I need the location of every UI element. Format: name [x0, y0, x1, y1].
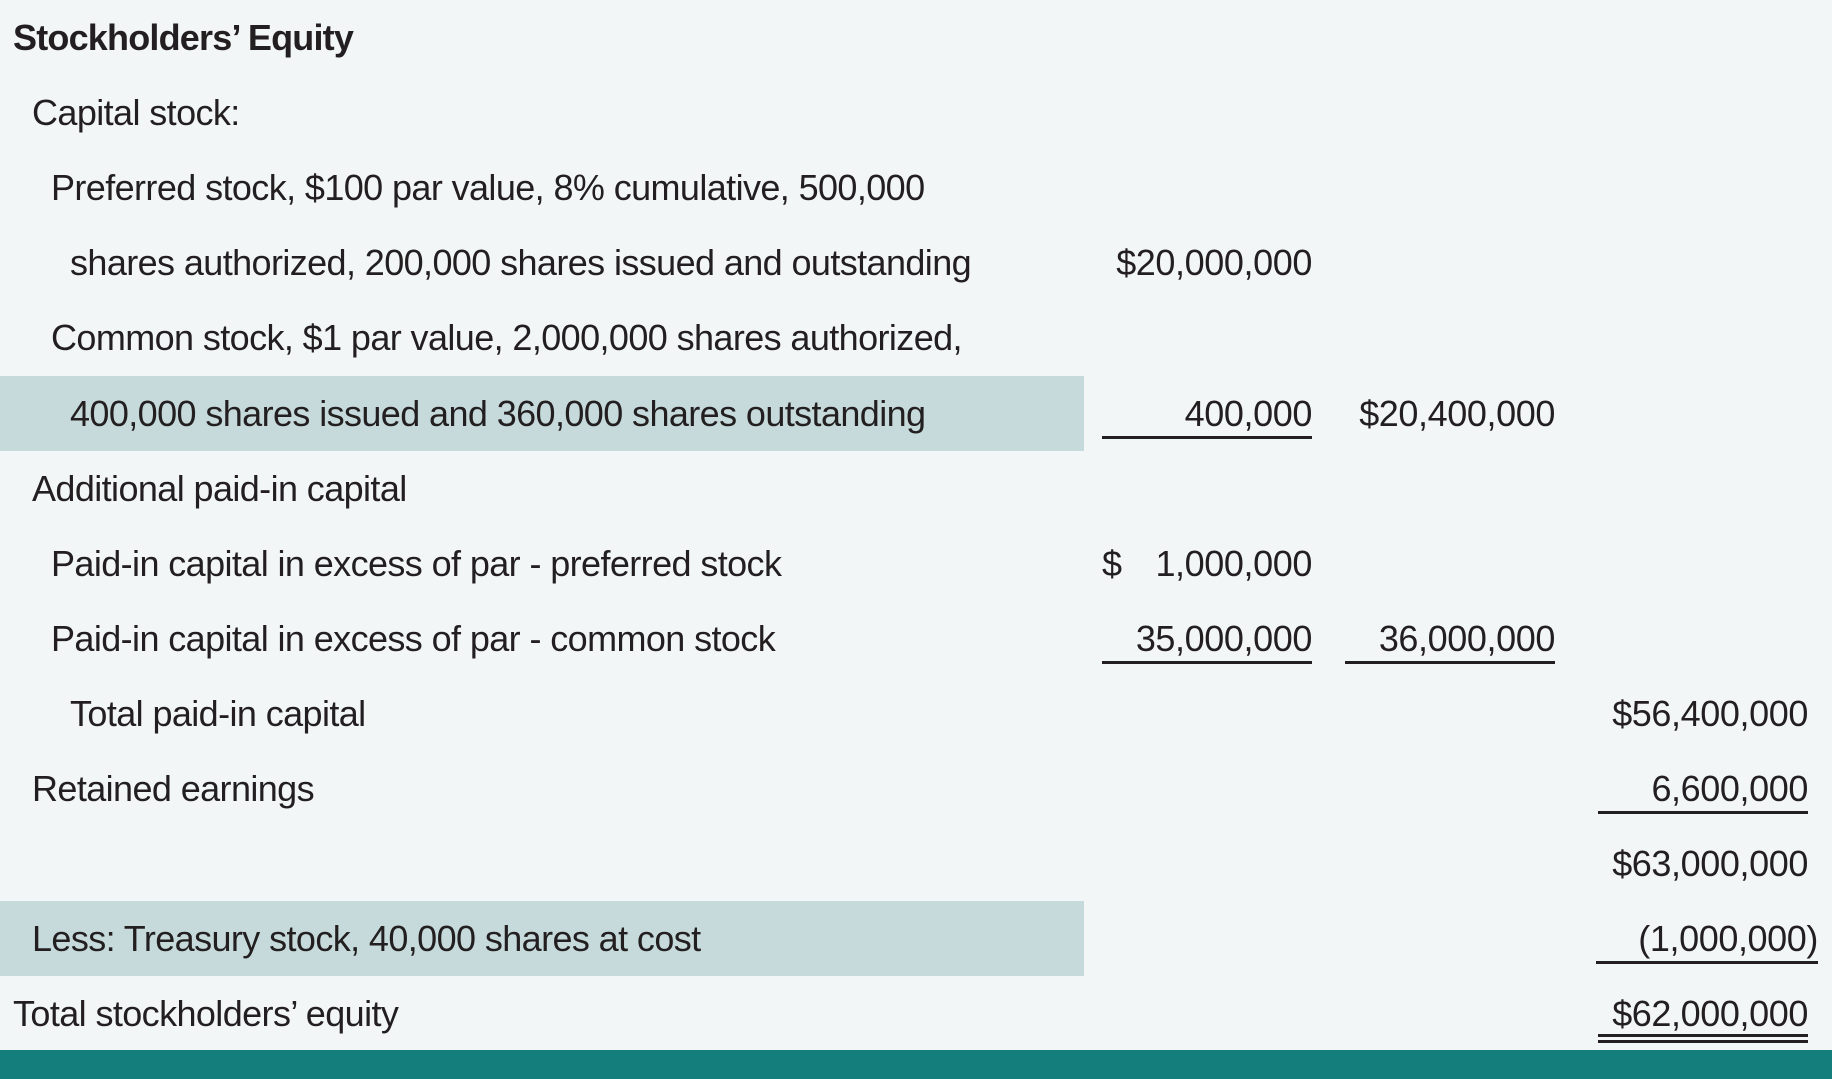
pic-common-amount: 35,000,000 — [1135, 618, 1313, 659]
total-stockholders-equity-amount: $62,000,000 — [1612, 993, 1808, 1034]
single-underline — [1102, 436, 1312, 439]
row-label: Additional paid-in capital — [32, 468, 407, 509]
capital-stock-total: $20,400,000 — [1359, 393, 1555, 434]
single-underline — [1345, 661, 1555, 664]
total-paid-in-capital-amount: $56,400,000 — [1612, 693, 1808, 734]
table-row-treasury-stock: Less: Treasury stock, 40,000 shares at c… — [0, 901, 1832, 976]
single-underline — [1596, 961, 1818, 964]
statement-title: Stockholders’ Equity — [13, 17, 354, 58]
row-label: Less: Treasury stock, 40,000 shares at c… — [32, 918, 701, 959]
row-label: shares authorized, 200,000 shares issued… — [70, 242, 972, 283]
row-label: Paid-in capital in excess of par - commo… — [51, 618, 776, 659]
table-row-retained-earnings: Retained earnings 6,600,000 — [0, 751, 1832, 826]
table-row-preferred-stock-cont: shares authorized, 200,000 shares issued… — [0, 225, 1832, 300]
row-label: Total stockholders’ equity — [13, 993, 399, 1034]
pic-total-amount: 36,000,000 — [1378, 618, 1556, 659]
treasury-stock-amount: (1,000,000) — [1638, 918, 1818, 959]
double-underline-bottom — [1598, 1040, 1808, 1043]
preferred-stock-amount: $20,000,000 — [1116, 242, 1312, 283]
table-row-common-stock-cont: 400,000 shares issued and 360,000 shares… — [0, 376, 1832, 451]
table-row-pic-preferred: Paid-in capital in excess of par - prefe… — [0, 526, 1832, 601]
table-row-preferred-stock: Preferred stock, $100 par value, 8% cumu… — [0, 150, 1832, 225]
pic-preferred-value: 1,000,000 — [1155, 543, 1312, 584]
common-stock-amount: 400,000 — [1184, 393, 1313, 434]
single-underline — [1598, 811, 1808, 814]
dollar-symbol: $ — [1102, 543, 1122, 584]
table-row-total-stockholders-equity: Total stockholders’ equity $62,000,000 — [0, 976, 1832, 1051]
retained-earnings-amount: 6,600,000 — [1651, 768, 1808, 809]
row-label: Retained earnings — [32, 768, 315, 809]
highlight-band — [0, 376, 1084, 451]
subtotal-amount: $63,000,000 — [1612, 843, 1808, 884]
pic-preferred-amount: $ 1,000,000 — [1102, 526, 1312, 601]
table-row-common-stock: Common stock, $1 par value, 2,000,000 sh… — [0, 300, 1832, 375]
table-row-additional-paid-in-capital: Additional paid-in capital — [0, 451, 1832, 526]
row-label: Preferred stock, $100 par value, 8% cumu… — [51, 167, 925, 208]
table-row-total-paid-in-capital: Total paid-in capital $56,400,000 — [0, 676, 1832, 751]
highlight-band — [0, 901, 1084, 976]
double-underline-top — [1598, 1034, 1808, 1037]
single-underline — [1102, 661, 1312, 664]
table-row-capital-stock: Capital stock: — [0, 75, 1832, 150]
row-label: Common stock, $1 par value, 2,000,000 sh… — [51, 317, 963, 358]
row-label: 400,000 shares issued and 360,000 shares… — [70, 393, 926, 434]
footer-bar — [0, 1050, 1832, 1079]
row-label: Paid-in capital in excess of par - prefe… — [51, 543, 782, 584]
table-row-subtotal: $63,000,000 — [0, 826, 1832, 901]
row-label: Total paid-in capital — [70, 693, 366, 734]
row-label: Capital stock: — [32, 92, 240, 133]
table-row-pic-common: Paid-in capital in excess of par - commo… — [0, 601, 1832, 676]
statement-title-row: Stockholders’ Equity — [0, 0, 1832, 75]
